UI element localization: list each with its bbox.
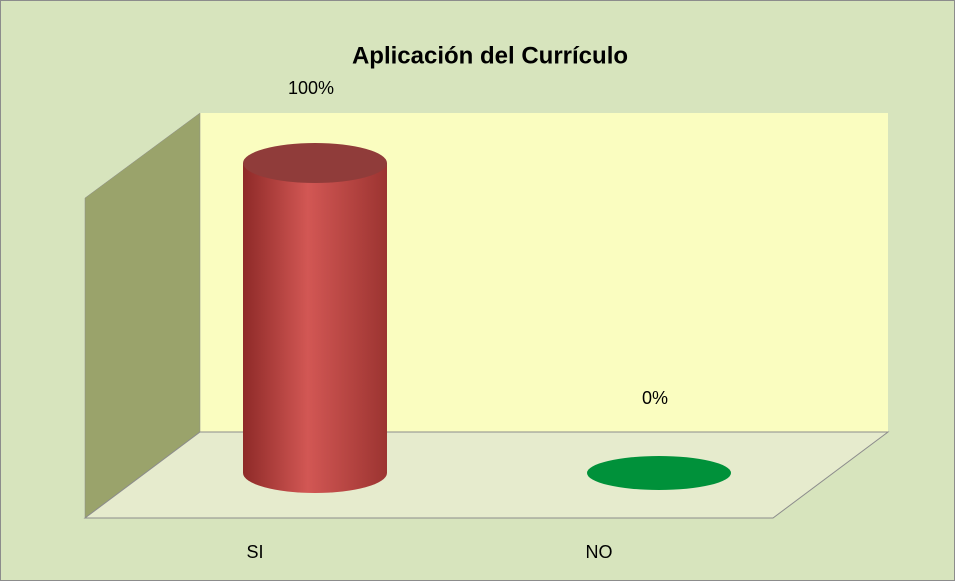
data-label: 0%	[642, 388, 668, 408]
cylinder-body	[243, 163, 387, 473]
floor	[83, 431, 890, 519]
x-tick-label: SI	[246, 542, 263, 562]
x-tick-label: NO	[586, 542, 613, 562]
cylinder-top	[587, 456, 731, 490]
cylinder-top	[243, 143, 387, 183]
data-label: 100%	[288, 78, 334, 98]
chart-title: Aplicación del Currículo	[352, 42, 628, 69]
cylinder-base	[243, 453, 387, 493]
